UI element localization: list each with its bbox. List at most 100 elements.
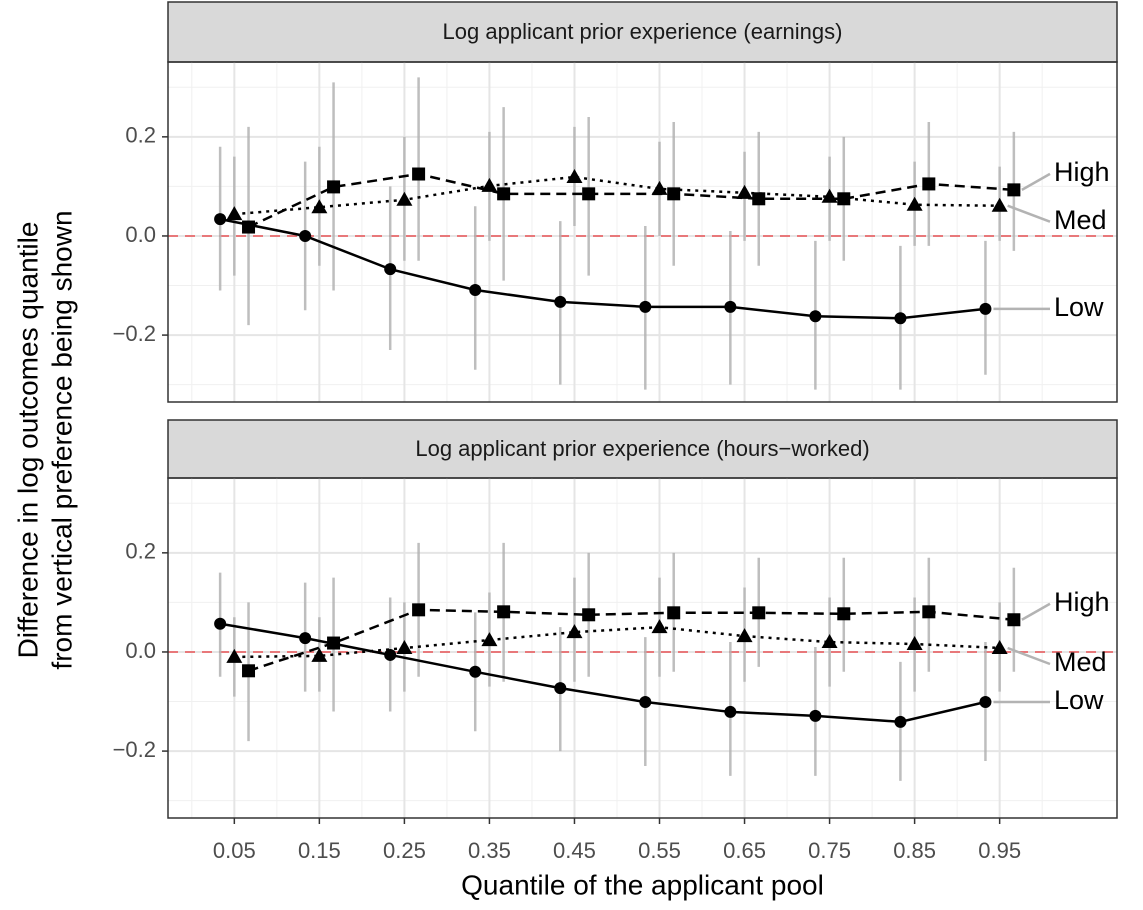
- series-label: Low: [1054, 685, 1104, 715]
- x-tick-label: 0.15: [298, 838, 341, 863]
- point: [922, 177, 936, 191]
- point: [226, 206, 243, 221]
- point: [566, 168, 583, 183]
- point: [752, 192, 766, 206]
- point: [299, 632, 312, 645]
- point: [396, 191, 413, 206]
- y-tick-label: 0.2: [125, 539, 156, 564]
- point: [979, 696, 992, 709]
- point: [922, 605, 936, 619]
- point: [242, 664, 256, 678]
- x-tick-label: 0.95: [978, 838, 1021, 863]
- point: [894, 312, 907, 325]
- point: [554, 682, 567, 695]
- y-tick-label: 0.2: [125, 123, 156, 148]
- point: [327, 636, 341, 650]
- point: [651, 619, 668, 634]
- series-line: [234, 175, 1000, 216]
- point: [384, 263, 397, 276]
- point: [639, 696, 652, 709]
- facet-strip: [167, 1, 1118, 63]
- y-axis-title: from vertical preference being shown: [46, 210, 77, 669]
- series-line: [219, 217, 986, 320]
- series-line: [219, 622, 986, 724]
- point: [1007, 183, 1021, 197]
- panel-border: [167, 477, 1118, 819]
- point: [1007, 613, 1021, 627]
- series-label: High: [1054, 587, 1110, 617]
- point: [752, 606, 766, 620]
- x-tick-label: 0.65: [723, 838, 766, 863]
- series-line: [247, 172, 1014, 229]
- point: [724, 300, 737, 313]
- panel-border: [167, 61, 1118, 403]
- facet-title: Log applicant prior experience (earnings…: [443, 19, 843, 44]
- point: [809, 310, 822, 323]
- point: [736, 628, 753, 643]
- point: [327, 180, 341, 194]
- y-tick-label: 0.0: [125, 222, 156, 247]
- point: [906, 196, 923, 211]
- facet-strip: [167, 419, 1118, 479]
- point: [979, 302, 992, 315]
- point: [412, 603, 426, 617]
- point: [667, 187, 681, 201]
- x-tick-label: 0.55: [638, 838, 681, 863]
- point: [214, 213, 227, 226]
- point: [554, 295, 567, 308]
- point: [724, 705, 737, 718]
- x-tick-label: 0.85: [893, 838, 936, 863]
- point: [582, 608, 596, 622]
- point: [497, 605, 511, 619]
- y-tick-label: −0.2: [113, 321, 156, 346]
- point: [991, 640, 1008, 654]
- point: [667, 606, 681, 620]
- x-tick-label: 0.45: [553, 838, 596, 863]
- series-label: Med: [1054, 205, 1107, 235]
- facet-title: Log applicant prior experience (hours−wo…: [415, 436, 869, 461]
- point: [736, 184, 753, 199]
- point: [412, 167, 426, 181]
- label-leader: [1007, 204, 1051, 223]
- series-label: Med: [1054, 647, 1107, 677]
- point: [639, 300, 652, 313]
- point: [991, 197, 1008, 212]
- x-tick-label: 0.25: [383, 838, 426, 863]
- y-tick-label: −0.2: [113, 737, 156, 762]
- x-tick-label: 0.35: [468, 838, 511, 863]
- point: [226, 648, 243, 663]
- point: [497, 187, 511, 201]
- point: [242, 220, 256, 234]
- y-axis-title: Difference in log outcomes quantile: [12, 222, 43, 659]
- series-label: High: [1054, 157, 1110, 187]
- point: [837, 607, 851, 621]
- point: [582, 187, 596, 201]
- panel-background: [168, 478, 1117, 818]
- x-tick-label: 0.05: [213, 838, 256, 863]
- point: [311, 199, 328, 214]
- point: [481, 632, 498, 647]
- point: [837, 192, 851, 206]
- series-line: [248, 608, 1014, 672]
- point: [311, 647, 328, 662]
- y-tick-label: 0.0: [125, 638, 156, 663]
- label-leader: [1007, 646, 1051, 666]
- panel-background: [168, 62, 1117, 402]
- point: [651, 180, 668, 195]
- label-leader: [1021, 172, 1051, 191]
- point: [299, 229, 312, 242]
- point: [396, 640, 413, 654]
- point: [821, 634, 838, 649]
- label-leader: [1021, 602, 1051, 621]
- point: [214, 617, 227, 630]
- x-tick-label: 0.75: [808, 838, 851, 863]
- point: [384, 648, 397, 661]
- x-axis-title: Quantile of the applicant pool: [461, 869, 824, 900]
- series-label: Low: [1054, 292, 1104, 322]
- point: [469, 665, 482, 678]
- point: [809, 709, 822, 722]
- point: [469, 283, 482, 296]
- point: [894, 715, 907, 728]
- point: [566, 624, 583, 639]
